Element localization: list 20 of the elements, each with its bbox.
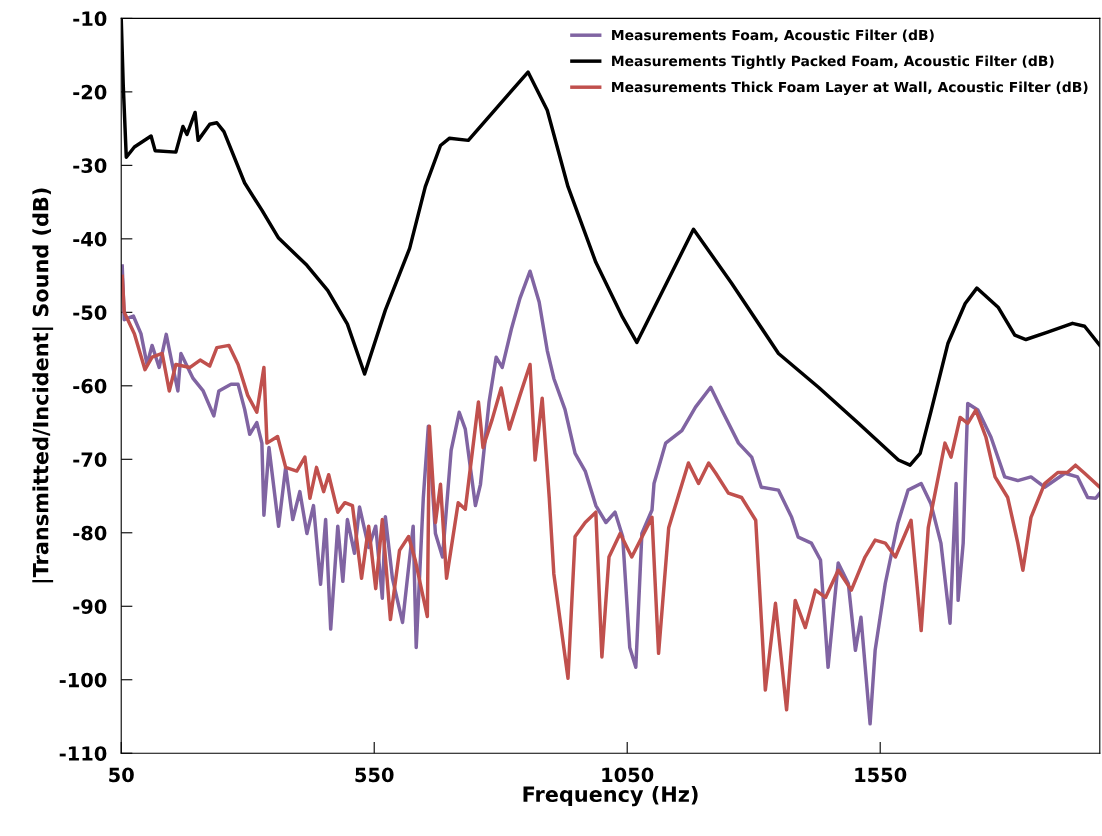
x-tick-label: 550 bbox=[355, 767, 394, 783]
y-tick-label: -90 bbox=[73, 599, 107, 614]
legend-label: Measurements Foam, Acoustic Filter (dB) bbox=[612, 29, 934, 43]
x-tick-label: 1550 bbox=[855, 767, 907, 783]
y-tick-label: -20 bbox=[73, 84, 107, 100]
y-tick-label: -10 bbox=[73, 11, 107, 27]
y-tick-label: -110 bbox=[59, 746, 107, 761]
y-tick-label: -50 bbox=[73, 305, 107, 320]
legend-label: Measurements Tightly Packed Foam, Acoustic Filter (dB) bbox=[612, 55, 1054, 69]
x-axis-title: Frequency (Hz) bbox=[523, 785, 698, 807]
y-axis-title: |Transmitted/Incident| Sound (dB) bbox=[32, 188, 54, 583]
y-tick-label: -60 bbox=[73, 378, 107, 394]
y-tick-label: -70 bbox=[73, 452, 107, 467]
x-tick-label: 1050 bbox=[602, 767, 654, 783]
x-tick-label: 50 bbox=[109, 767, 134, 783]
y-tick-label: -80 bbox=[73, 525, 107, 541]
y-tick-label: -40 bbox=[73, 231, 107, 247]
y-tick-label: -100 bbox=[59, 672, 107, 688]
y-tick-label: -30 bbox=[73, 158, 107, 174]
legend-label: Measurements Thick Foam Layer at Wall, Acoustic Filter (dB) bbox=[612, 81, 1088, 96]
